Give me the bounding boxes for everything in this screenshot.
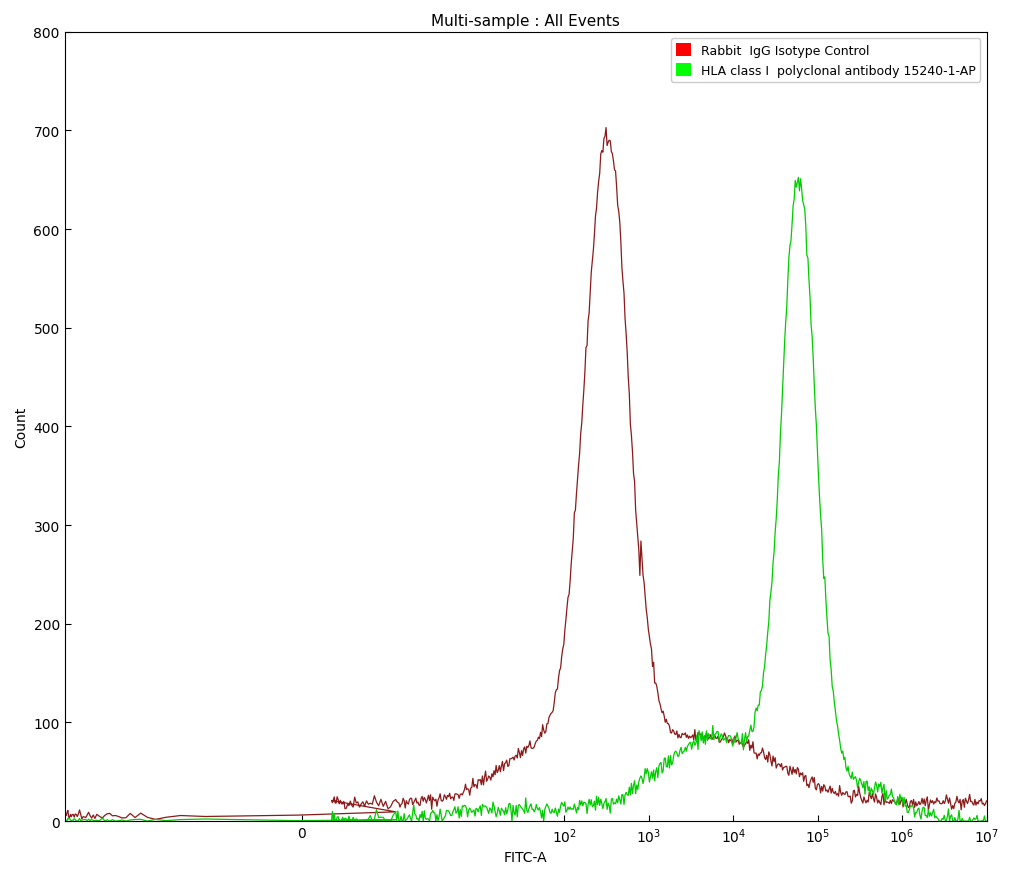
Y-axis label: Count: Count [14, 407, 28, 448]
Title: Multi-sample : All Events: Multi-sample : All Events [432, 14, 620, 29]
X-axis label: FITC-A: FITC-A [503, 850, 547, 864]
Legend: Rabbit  IgG Isotype Control, HLA class I  polyclonal antibody 15240-1-AP: Rabbit IgG Isotype Control, HLA class I … [671, 39, 981, 83]
